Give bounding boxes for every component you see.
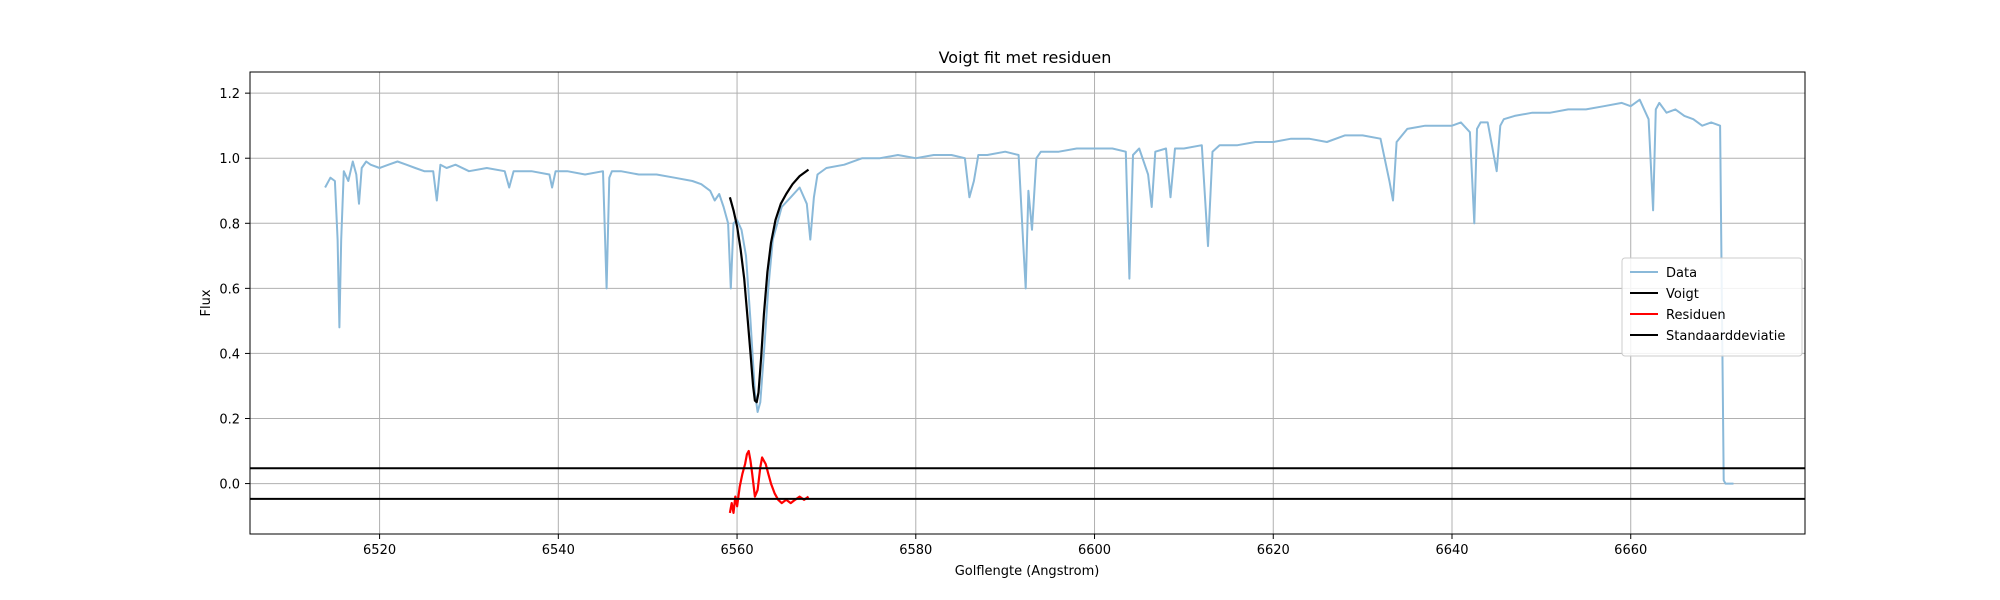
x-tick-label: 6600 — [1078, 543, 1111, 558]
x-tick-label: 6540 — [542, 543, 575, 558]
grid-lines — [250, 72, 1805, 534]
legend: Data Voigt Residuen Standaarddeviatie — [1621, 257, 1803, 357]
y-tick-label: 0.2 — [219, 413, 240, 428]
legend-entry: Voigt — [1666, 287, 1699, 302]
y-tick-label: 0.0 — [219, 478, 240, 493]
y-axis-label: Flux — [199, 289, 214, 316]
x-axis-ticks: 6520 6540 6560 6580 6600 6620 6640 6660 — [363, 534, 1647, 558]
legend-entry: Data — [1666, 266, 1697, 281]
y-axis-ticks: 0.0 0.2 0.4 0.6 0.8 1.0 1.2 — [219, 87, 250, 493]
x-tick-label: 6660 — [1614, 543, 1647, 558]
legend-entry: Standaarddeviatie — [1666, 329, 1785, 344]
series-voigt-line — [728, 168, 810, 404]
x-tick-label: 6560 — [721, 543, 754, 558]
y-tick-label: 1.2 — [219, 87, 240, 102]
series-residuen-line — [728, 449, 810, 515]
y-tick-label: 0.4 — [219, 347, 240, 362]
plot-frame — [249, 71, 1806, 535]
x-tick-label: 6580 — [899, 543, 932, 558]
y-tick-label: 0.6 — [219, 282, 240, 297]
x-tick-label: 6620 — [1257, 543, 1290, 558]
x-axis-label: Golflengte (Angstrom) — [955, 564, 1100, 579]
x-tick-label: 6640 — [1435, 543, 1468, 558]
legend-entry: Residuen — [1666, 308, 1726, 323]
chart-title: Voigt fit met residuen — [939, 48, 1112, 67]
legend-box — [1621, 257, 1803, 357]
y-tick-label: 1.0 — [219, 152, 240, 167]
plot-series — [250, 98, 1805, 515]
series-data-line — [324, 98, 1734, 485]
y-tick-label: 0.8 — [219, 217, 240, 232]
x-tick-label: 6520 — [363, 543, 396, 558]
